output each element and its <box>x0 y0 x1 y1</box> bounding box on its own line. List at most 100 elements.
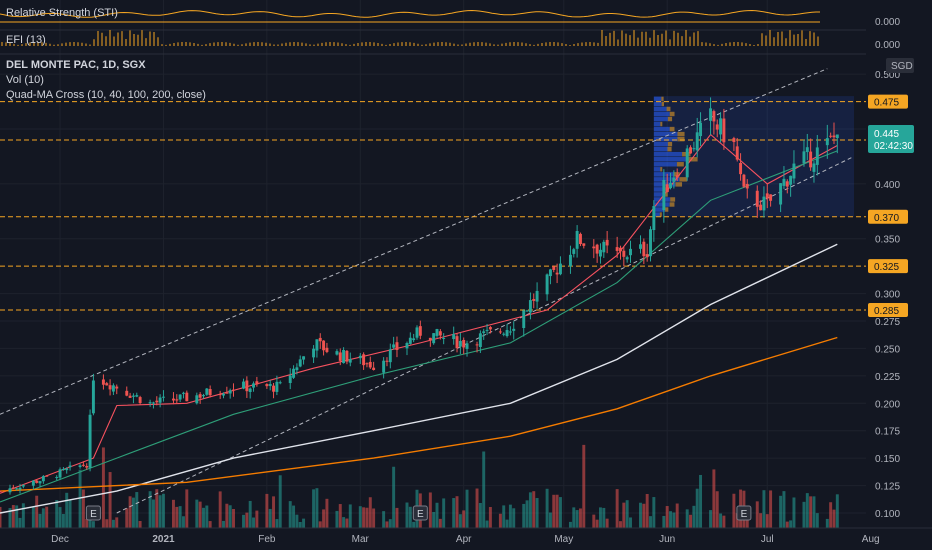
volume-bar <box>802 501 806 528</box>
candle-body <box>161 396 165 398</box>
time-axis[interactable]: Dec 2021 Feb Mar Apr May Jun Jul Aug <box>0 527 932 545</box>
volume-bar <box>732 493 736 528</box>
candle-body <box>65 468 69 471</box>
price-axis[interactable]: 0.5000.4500.4000.3500.3000.2750.2500.225… <box>866 0 932 528</box>
candle-body <box>245 380 249 392</box>
time-axis-ticks: Dec 2021 Feb Mar Apr May Jun Jul Aug <box>51 534 879 545</box>
efi-legend[interactable]: EFI (13) <box>6 34 46 46</box>
candle-body <box>248 388 252 392</box>
level-tag-text: 0.475 <box>874 98 899 109</box>
volume-bar <box>11 505 15 528</box>
volume-bar <box>405 502 409 528</box>
candle-body <box>372 367 376 371</box>
candle-body <box>228 390 232 394</box>
volume-bar <box>582 444 586 528</box>
time-tick-label: Jun <box>659 534 675 545</box>
candle-body <box>91 380 95 414</box>
volume-bar <box>125 508 129 528</box>
candle-body <box>158 397 162 403</box>
volume-profile-row <box>653 146 668 152</box>
volume-bar <box>185 489 189 528</box>
volume-profile-row-up <box>664 207 669 212</box>
candle-body <box>345 350 349 362</box>
candle-body <box>31 480 35 486</box>
volume-bar <box>348 504 352 528</box>
ma-legend[interactable]: Quad-MA Cross (10, 40, 100, 200, close) <box>6 89 206 101</box>
volume-profile-row <box>653 116 668 122</box>
symbol-title[interactable]: DEL MONTE PAC, 1D, SGX <box>6 59 146 71</box>
candle-body <box>138 397 142 404</box>
currency-badge[interactable]: SGD <box>886 58 914 73</box>
volume-bar <box>662 515 666 528</box>
volume-profile-row <box>653 212 660 217</box>
level-tag-bg <box>868 94 908 109</box>
volume-bar <box>135 492 139 528</box>
candle-body <box>412 338 416 341</box>
volume-bar <box>182 516 185 528</box>
rsi-value: 0.000 <box>875 17 900 28</box>
volume-bar <box>275 519 279 528</box>
volume-legend[interactable]: Vol (10) <box>6 74 44 86</box>
volume-profile-row-up <box>664 192 668 197</box>
candle-body <box>128 395 132 398</box>
candle-body <box>792 163 796 179</box>
candle-body <box>605 239 609 246</box>
volume-bar <box>128 496 132 528</box>
volume-bar <box>432 511 436 528</box>
candle-body <box>769 194 773 201</box>
channel-line <box>0 68 828 415</box>
volume-bar <box>315 488 319 528</box>
volume-bar <box>101 447 105 528</box>
level-tag-text: 0.325 <box>874 262 899 273</box>
volume-bar <box>532 491 536 528</box>
volume-bar <box>228 505 232 528</box>
candle-body <box>555 272 559 275</box>
candle-body <box>455 336 459 349</box>
volume-bar <box>81 489 85 528</box>
volume-profile-row <box>653 157 688 162</box>
candle-body <box>322 340 326 351</box>
volume-profile-row <box>653 131 678 137</box>
volume-bar <box>809 496 813 528</box>
volume-bar <box>548 512 552 528</box>
candle-body <box>672 177 676 182</box>
time-tick-label: Feb <box>258 534 276 545</box>
volume-bar <box>498 513 502 528</box>
volume-bar <box>558 497 562 528</box>
volume-bar <box>358 506 362 528</box>
level-tag-text: 0.285 <box>874 306 899 317</box>
volume-bar <box>545 488 549 528</box>
candle-body <box>785 181 789 187</box>
volume-profile-row-up <box>677 131 685 137</box>
volume-bar <box>442 498 446 528</box>
candle-body <box>662 179 666 211</box>
volume-bar <box>222 520 225 528</box>
candle-body <box>695 132 699 151</box>
candle-body <box>178 394 182 400</box>
rsi-line <box>0 9 820 18</box>
volume-bar <box>61 513 65 528</box>
volume-profile-row <box>653 121 661 127</box>
candle-body <box>478 333 482 347</box>
level-tag-bg <box>868 209 908 224</box>
candle-body <box>252 383 256 388</box>
volume-bar <box>8 508 12 528</box>
price-tick-label: 0.400 <box>875 180 900 191</box>
candle-body <box>615 247 619 251</box>
volume-bar <box>712 469 716 528</box>
candle-body <box>185 392 189 402</box>
rsi-legend[interactable]: Relative Strength (STI) <box>6 7 118 19</box>
volume-bar <box>602 507 606 528</box>
earnings-marker-label: E <box>90 509 97 520</box>
candle-body <box>732 138 736 143</box>
candle-body <box>458 340 462 347</box>
volume-bar <box>792 497 796 528</box>
candle-body <box>111 385 115 392</box>
volume-bar <box>825 518 829 528</box>
candle-body <box>68 465 72 468</box>
volume-profile-row <box>653 126 670 132</box>
candle-body <box>388 349 392 363</box>
candle-body <box>742 174 746 187</box>
